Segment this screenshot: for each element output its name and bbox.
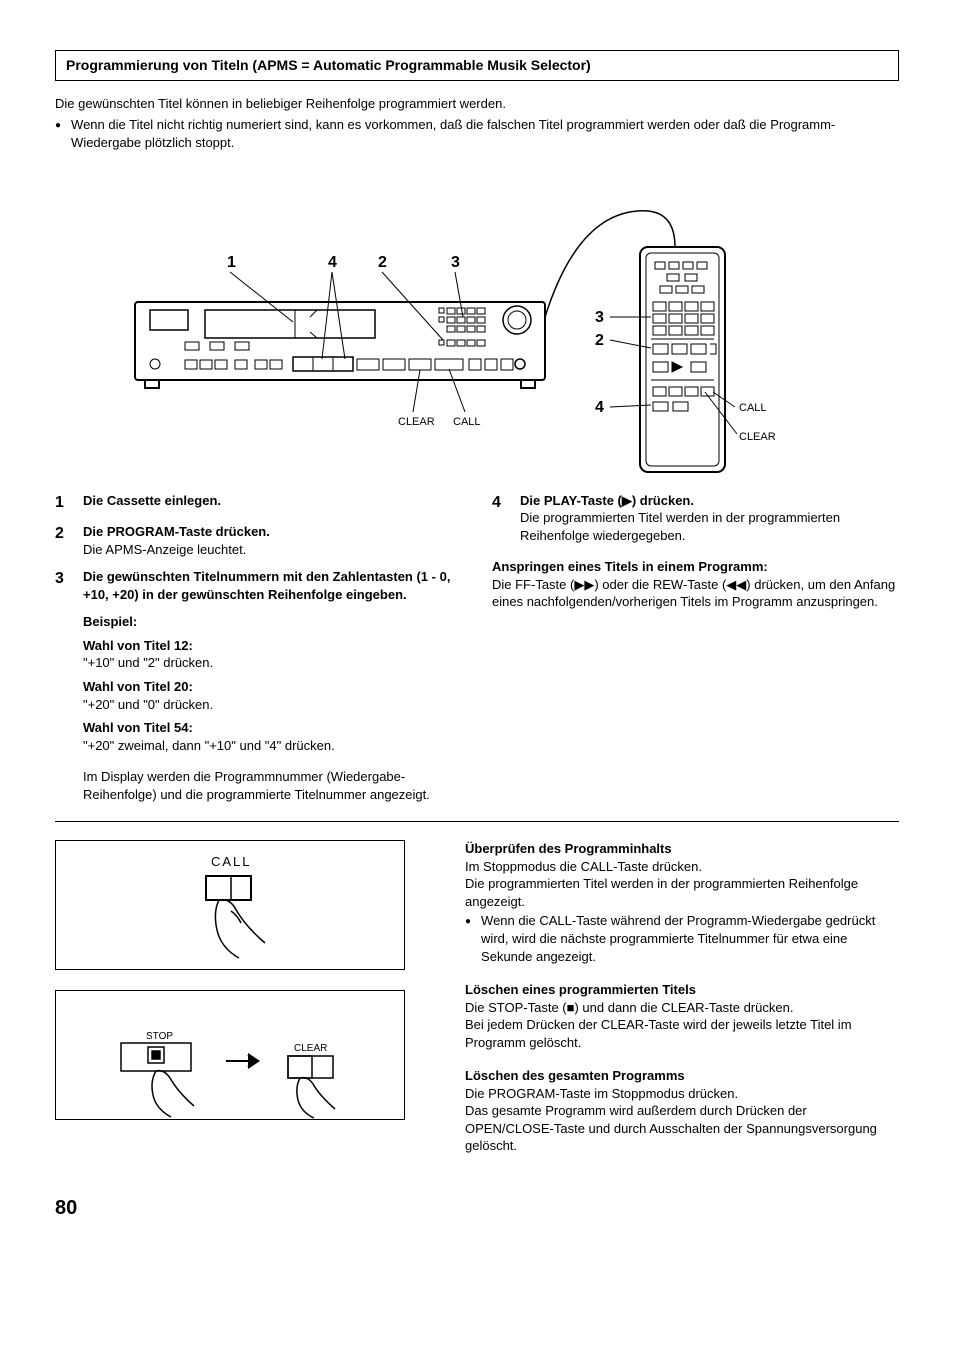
svg-text:4: 4	[595, 399, 604, 416]
steps-col-left: 1 Die Cassette einlegen. 2 Die PROGRAM-T…	[55, 492, 462, 804]
stop-clear-illustration: STOP CLEAR	[55, 990, 405, 1120]
step-3-title: Die gewünschten Titelnummern mit den Zah…	[83, 568, 462, 603]
step-4: 4 Die PLAY-Taste (▶) drücken. Die progra…	[492, 492, 899, 545]
steps-columns: 1 Die Cassette einlegen. 2 Die PROGRAM-T…	[55, 492, 899, 804]
page-number: 80	[55, 1195, 899, 1222]
check-l1: Im Stoppmodus die CALL-Taste drücken.	[465, 858, 899, 876]
bullet-icon: ●	[55, 116, 61, 151]
svg-text:CALL: CALL	[739, 402, 767, 414]
section-title: Programmierung von Titeln (APMS = Automa…	[66, 57, 591, 73]
illus-call-label: CALL	[211, 854, 252, 869]
step-4-body: Die programmierten Titel werden in der p…	[520, 509, 899, 544]
step-2-num: 2	[55, 523, 69, 558]
section-title-box: Programmierung von Titeln (APMS = Automa…	[55, 50, 899, 81]
step-3-num: 3	[55, 568, 69, 603]
check-bullet: Wenn die CALL-Taste während der Programm…	[481, 912, 899, 965]
after-example-text: Im Display werden die Programmnummer (Wi…	[83, 768, 462, 803]
step-2-title: Die PROGRAM-Taste drücken.	[83, 523, 462, 541]
skip-heading: Anspringen eines Titels in einem Program…	[492, 558, 899, 576]
delete-all-l2: Das gesamte Programm wird außerdem durch…	[465, 1102, 899, 1155]
example-block: Beispiel: Wahl von Titel 12: "+10" und "…	[83, 613, 462, 754]
delete-one-l2: Bei jedem Drücken der CLEAR-Taste wird d…	[465, 1016, 899, 1051]
skip-block: Anspringen eines Titels in einem Program…	[492, 558, 899, 611]
delete-one-l1: Die STOP-Taste (■) und dann die CLEAR-Ta…	[465, 999, 899, 1017]
device-diagram: 1 4 2 3 CLEAR CALL	[55, 162, 899, 482]
step-2: 2 Die PROGRAM-Taste drücken. Die APMS-An…	[55, 523, 462, 558]
intro-text: Die gewünschten Titel können in beliebig…	[55, 95, 899, 113]
diagram-label-clear: CLEAR	[398, 416, 435, 428]
delete-all-l1: Die PROGRAM-Taste im Stoppmodus drücken.	[465, 1085, 899, 1103]
example-t54-h: Wahl von Titel 54:	[83, 719, 462, 737]
intro-bullet-text: Wenn die Titel nicht richtig numeriert s…	[71, 116, 899, 151]
lower-left-col: CALL STOP	[55, 840, 435, 1171]
example-t54-b: "+20" zweimal, dann "+10" und "4" drücke…	[83, 737, 462, 755]
delete-all-heading: Löschen des gesamten Programms	[465, 1067, 899, 1085]
diagram-label-3: 3	[451, 254, 460, 271]
intro-bullet-row: ● Wenn die Titel nicht richtig numeriert…	[55, 116, 899, 151]
lower-section: CALL STOP	[55, 840, 899, 1171]
steps-col-right: 4 Die PLAY-Taste (▶) drücken. Die progra…	[492, 492, 899, 804]
svg-text:CLEAR: CLEAR	[739, 431, 776, 443]
step-3: 3 Die gewünschten Titelnummern mit den Z…	[55, 568, 462, 603]
lower-right-col: Überprüfen des Programminhalts Im Stoppm…	[465, 840, 899, 1171]
skip-body: Die FF-Taste (▶▶) oder die REW-Taste (◀◀…	[492, 576, 899, 611]
step-4-num: 4	[492, 492, 506, 545]
diagram-label-2: 2	[378, 254, 387, 271]
diagram-label-1: 1	[227, 254, 236, 271]
illus-stop-label: STOP	[146, 1031, 173, 1042]
separator-line	[55, 821, 899, 822]
delete-one-block: Löschen eines programmierten Titels Die …	[465, 981, 899, 1051]
step-1-title: Die Cassette einlegen.	[83, 493, 221, 508]
check-heading: Überprüfen des Programminhalts	[465, 840, 899, 858]
delete-one-heading: Löschen eines programmierten Titels	[465, 981, 899, 999]
svg-text:2: 2	[595, 332, 604, 349]
bullet-icon: ●	[465, 912, 471, 965]
example-heading: Beispiel:	[83, 613, 462, 631]
example-t20-h: Wahl von Titel 20:	[83, 678, 462, 696]
step-1: 1 Die Cassette einlegen.	[55, 492, 462, 514]
check-bullet-row: ● Wenn die CALL-Taste während der Progra…	[465, 912, 899, 965]
example-t12-h: Wahl von Titel 12:	[83, 637, 462, 655]
step-1-num: 1	[55, 492, 69, 514]
illus-clear-label: CLEAR	[294, 1043, 327, 1054]
check-block: Überprüfen des Programminhalts Im Stoppm…	[465, 840, 899, 965]
example-t12-b: "+10" und "2" drücken.	[83, 654, 462, 672]
call-illustration: CALL	[55, 840, 405, 970]
diagram-label-4: 4	[328, 254, 337, 271]
check-l2: Die programmierten Titel werden in der p…	[465, 875, 899, 910]
diagram-label-call: CALL	[453, 416, 481, 428]
step-2-body: Die APMS-Anzeige leuchtet.	[83, 541, 462, 559]
svg-text:3: 3	[595, 309, 604, 326]
delete-all-block: Löschen des gesamten Programms Die PROGR…	[465, 1067, 899, 1155]
example-t20-b: "+20" und "0" drücken.	[83, 696, 462, 714]
step-4-title: Die PLAY-Taste (▶) drücken.	[520, 492, 899, 510]
